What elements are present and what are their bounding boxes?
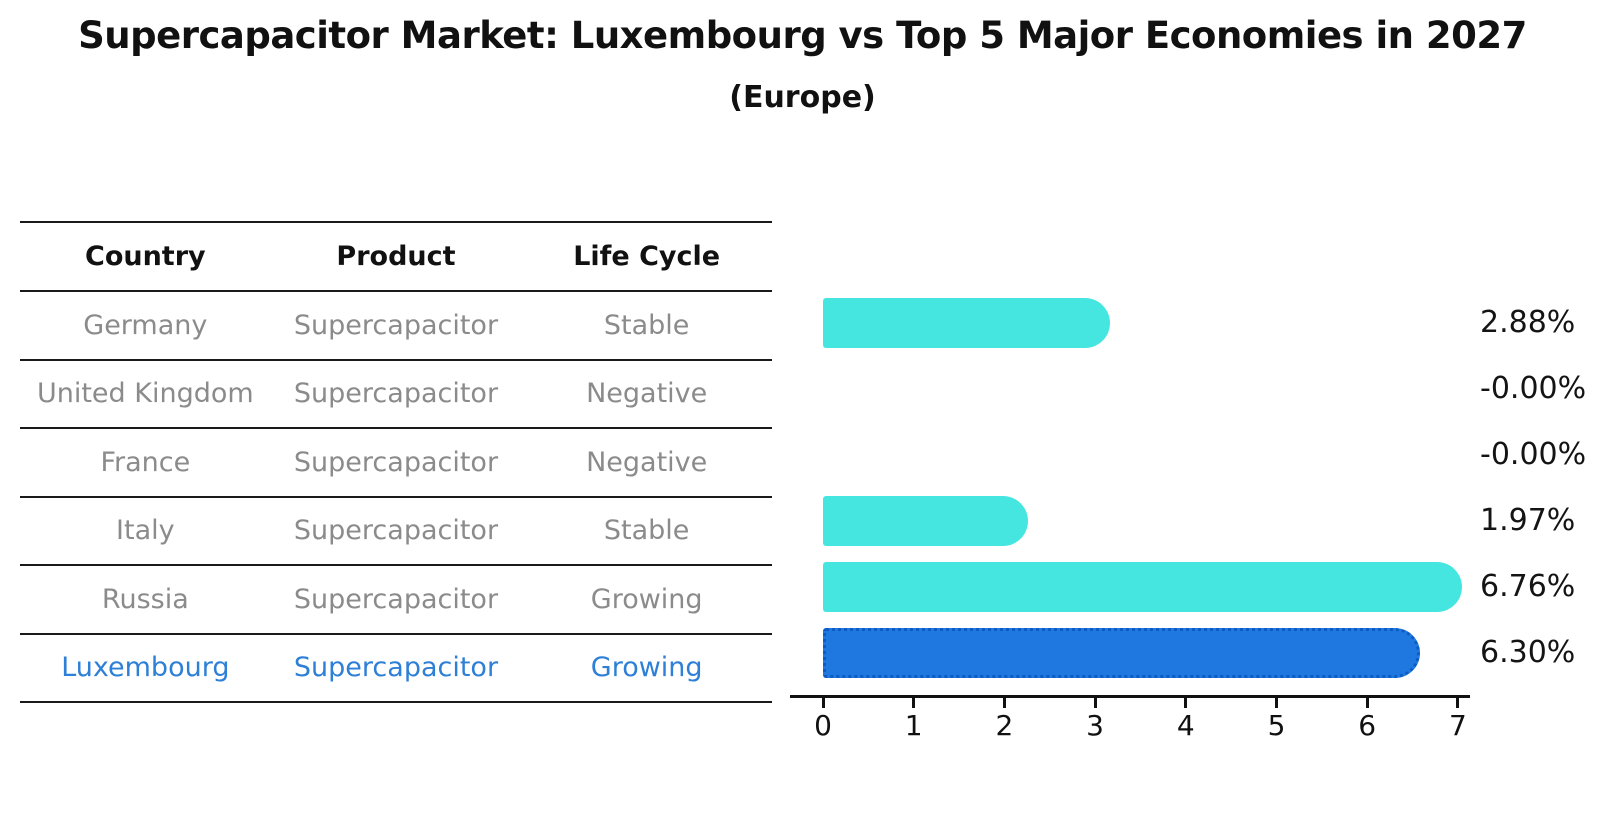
x-tick-mark (1093, 695, 1097, 708)
bar-germany (823, 298, 1111, 348)
table-row-united-kingdom: United Kingdom Supercapacitor Negative (20, 358, 772, 428)
cell-country: Luxembourg (61, 652, 230, 684)
x-tick-label: 1 (904, 709, 923, 742)
table-header-row: Country Product Life Cycle (20, 221, 772, 290)
cell-life-cycle: Stable (603, 515, 690, 547)
page-title: Supercapacitor Market: Luxembourg vs Top… (78, 14, 1527, 57)
cell-life-cycle: Negative (586, 378, 708, 410)
col-header-life-cycle: Life Cycle (573, 241, 721, 272)
cell-product: Supercapacitor (293, 309, 499, 341)
cell-country: France (100, 446, 191, 478)
cell-product: Supercapacitor (293, 446, 499, 478)
col-header-product: Product (336, 241, 456, 272)
value-label-germany: 2.88% (1480, 305, 1576, 340)
x-tick-label: 4 (1176, 709, 1195, 742)
cell-product: Supercapacitor (293, 378, 499, 410)
x-tick-mark (1002, 695, 1006, 708)
x-tick-mark (1275, 695, 1278, 708)
table-row-russia: Russia Supercapacitor Growing (20, 564, 772, 633)
table-row-germany: Germany Supercapacitor Stable (20, 290, 772, 359)
x-tick-label: 6 (1358, 709, 1377, 742)
col-header-country: Country (85, 241, 206, 272)
x-tick-label: 7 (1448, 709, 1467, 742)
x-tick-mark (1184, 695, 1188, 708)
cell-country: Italy (116, 515, 175, 547)
cell-life-cycle: Stable (603, 309, 690, 341)
cell-life-cycle: Growing (590, 583, 703, 615)
bar-italy (823, 496, 1028, 546)
x-tick-mark (912, 695, 916, 708)
page-subtitle: (Europe) (729, 80, 876, 115)
x-tick-mark (821, 695, 825, 708)
cell-product: Supercapacitor (293, 652, 499, 684)
cell-product: Supercapacitor (293, 583, 499, 615)
x-axis-line (790, 695, 1470, 698)
value-label-italy: 1.97% (1480, 503, 1576, 538)
bar-russia (823, 562, 1463, 612)
value-label-russia: 6.76% (1480, 569, 1576, 604)
x-tick-label: 3 (1086, 709, 1104, 742)
bar-luxembourg (823, 628, 1421, 678)
x-tick-mark (1456, 695, 1460, 708)
cell-product: Supercapacitor (293, 515, 499, 547)
cell-country: Germany (83, 309, 208, 341)
value-label-united-kingdom: -0.00% (1480, 371, 1587, 406)
cell-life-cycle: Negative (586, 446, 708, 478)
x-tick-label: 2 (995, 709, 1014, 742)
table-row-luxembourg: Luxembourg Supercapacitor Growing (20, 632, 772, 703)
cell-country: United Kingdom (36, 378, 254, 410)
value-label-france: -0.00% (1480, 437, 1587, 472)
value-label-luxembourg: 6.30% (1480, 635, 1576, 670)
cell-life-cycle: Growing (590, 652, 703, 684)
x-tick-label: 0 (814, 709, 832, 742)
x-tick-mark (1365, 695, 1369, 708)
cell-country: Russia (101, 583, 189, 615)
country-table: Country Product Life Cycle Germany Super… (20, 221, 772, 703)
x-tick-label: 5 (1267, 709, 1286, 742)
table-row-france: France Supercapacitor Negative (20, 427, 772, 496)
table-row-italy: Italy Supercapacitor Stable (20, 495, 772, 565)
